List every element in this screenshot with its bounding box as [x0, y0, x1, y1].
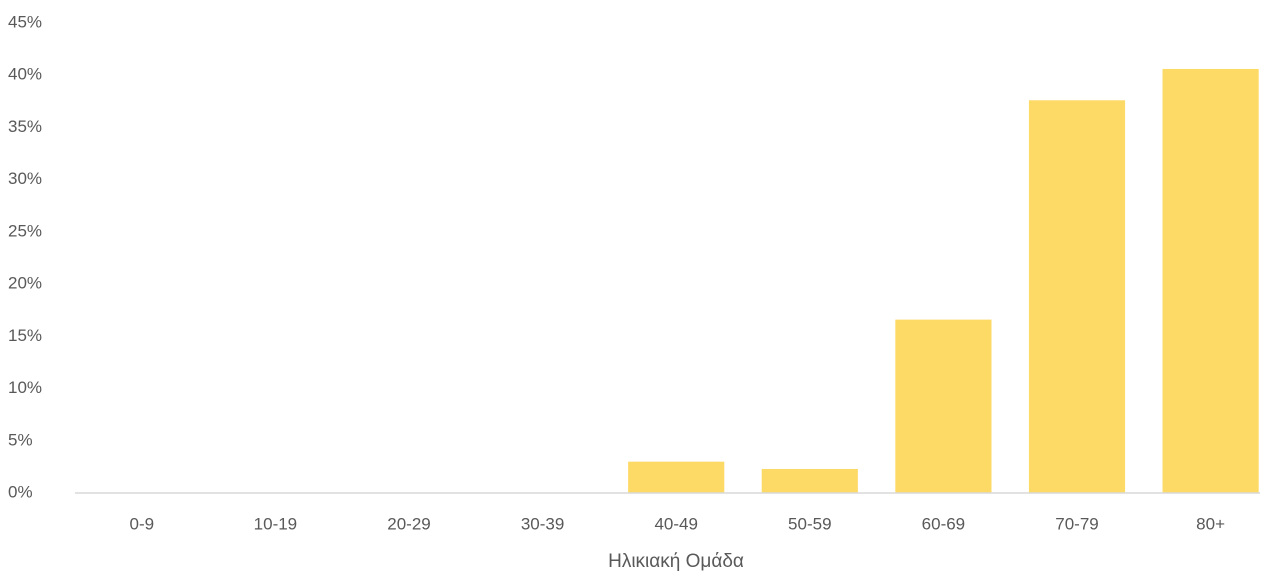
bar	[761, 468, 858, 493]
x-tick-label: 30-39	[521, 514, 564, 533]
x-tick-label: 70-79	[1055, 514, 1098, 533]
y-tick-label: 5%	[8, 430, 33, 449]
bar	[628, 461, 725, 493]
y-tick-label: 10%	[8, 378, 42, 397]
y-tick-label: 40%	[8, 65, 42, 84]
x-axis-title: Ηλικιακή Ομάδα	[608, 551, 744, 572]
x-tick-label: 40-49	[654, 514, 697, 533]
x-tick-label: 10-19	[254, 514, 297, 533]
y-tick-label: 20%	[8, 274, 42, 293]
x-tick-label: 20-29	[387, 514, 430, 533]
y-tick-label: 30%	[8, 169, 42, 188]
x-tick-label: 50-59	[788, 514, 831, 533]
bar	[895, 319, 992, 493]
y-tick-label: 35%	[8, 117, 42, 136]
y-tick-label: 15%	[8, 326, 42, 345]
y-tick-label: 45%	[8, 12, 42, 31]
x-tick-label: 0-9	[130, 514, 155, 533]
bar	[1162, 68, 1259, 493]
x-tick-label: 80+	[1196, 514, 1225, 533]
y-tick-label: 25%	[8, 221, 42, 240]
y-tick-label: 0%	[8, 482, 33, 501]
x-tick-label: 60-69	[922, 514, 965, 533]
bar	[1028, 100, 1126, 494]
